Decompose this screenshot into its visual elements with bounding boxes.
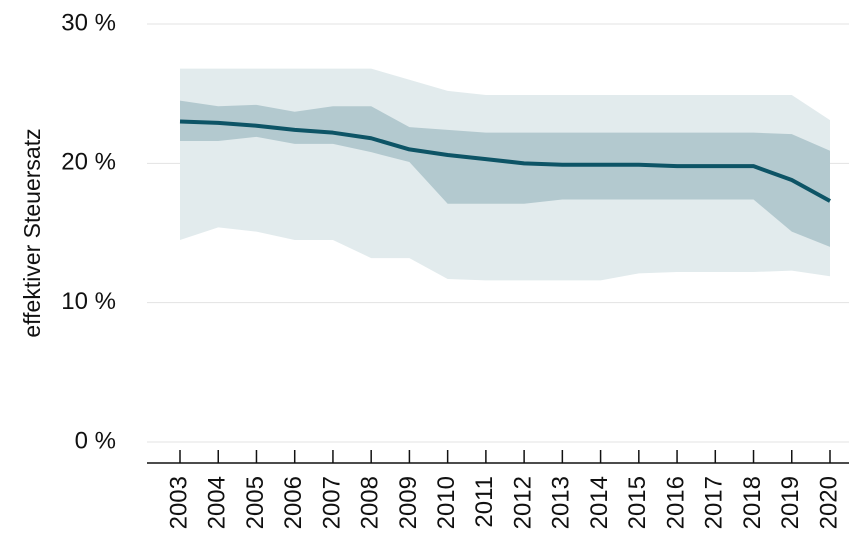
band <box>180 100 830 247</box>
x-tick-label: 2008 <box>357 476 384 529</box>
y-tick-label: 0 % <box>75 427 116 454</box>
y-tick-label: 30 % <box>61 9 116 36</box>
x-tick-label: 2016 <box>662 476 689 529</box>
x-tick-label: 2007 <box>318 476 345 529</box>
x-tick-label: 2005 <box>242 476 269 529</box>
x-tick-label: 2020 <box>815 476 842 529</box>
x-tick-label: 2015 <box>624 476 651 529</box>
x-tick-label: 2006 <box>280 476 307 529</box>
x-tick-label: 2014 <box>586 476 613 529</box>
x-tick-label: 2009 <box>395 476 422 529</box>
x-tick-label: 2010 <box>433 476 460 529</box>
y-tick-label: 20 % <box>61 149 116 176</box>
x-tick-label: 2012 <box>509 476 536 529</box>
y-axis-label: effektiver Steuersatz <box>19 128 45 337</box>
x-tick-label: 2003 <box>165 476 192 529</box>
x-tick-label: 2004 <box>204 476 231 529</box>
x-tick-label: 2013 <box>548 476 575 529</box>
x-tick-label: 2017 <box>701 476 728 529</box>
x-tick-label: 2019 <box>777 476 804 529</box>
x-tick-label: 2018 <box>739 476 766 529</box>
y-tick-label: 10 % <box>61 288 116 315</box>
x-tick-label: 2011 <box>471 476 498 528</box>
line <box>179 119 831 203</box>
